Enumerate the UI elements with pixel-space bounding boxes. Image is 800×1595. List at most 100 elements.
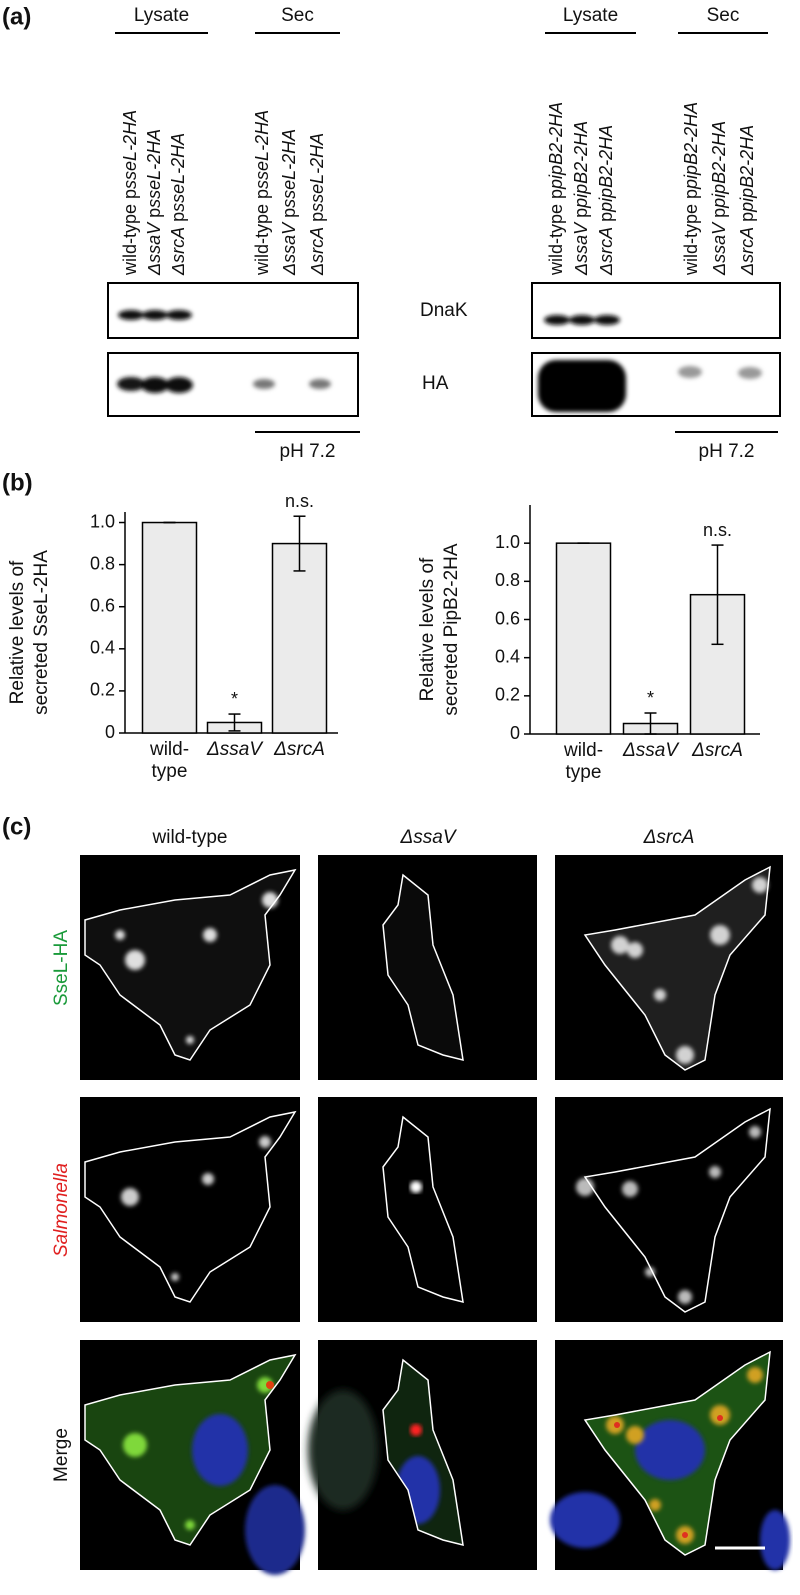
panel-label: (c) <box>2 813 31 840</box>
lane-label: ΔssaV psseL-2HA <box>144 129 164 276</box>
micrograph <box>555 855 783 1080</box>
micrograph <box>80 1340 305 1575</box>
row-label: SseL-HA <box>51 930 72 1006</box>
lane-gene: pipB2-2HA <box>596 125 616 213</box>
micrograph <box>80 1097 300 1322</box>
panel-label: (b) <box>2 469 33 496</box>
row-label: Merge <box>51 1428 72 1482</box>
blot-band <box>117 310 762 412</box>
x-tick-label: wild-type <box>149 739 190 782</box>
lane-strain: ΔssaV <box>144 221 164 276</box>
blot-band <box>118 310 144 320</box>
bar <box>271 542 328 734</box>
lane-prefix: p <box>681 189 701 199</box>
lane-gene: sseL-2HA <box>144 129 164 208</box>
micrograph <box>202 1173 214 1185</box>
micrograph <box>308 1390 378 1510</box>
micrograph <box>185 1520 195 1530</box>
lane-prefix: p <box>737 212 757 222</box>
micrograph <box>245 1485 305 1575</box>
annotation: * <box>647 688 654 708</box>
lane-strain: ΔssaV <box>709 221 729 276</box>
micrograph <box>171 1273 179 1281</box>
y-axis-label: secreted PipB2-2HA <box>441 543 462 715</box>
lane-strain: ΔsrcA <box>307 227 327 276</box>
group-label: Sec <box>281 5 314 26</box>
micrograph <box>635 1420 705 1480</box>
group-label: Lysate <box>134 5 189 26</box>
lane-gene: sseL-2HA <box>279 129 299 208</box>
micrograph <box>318 1097 537 1322</box>
row-label: DnaK <box>420 300 468 321</box>
lane-prefix: p <box>279 208 299 218</box>
bar <box>141 521 198 734</box>
lane-gene: sseL-2HA <box>120 110 140 189</box>
lane-gene: pipB2-2HA <box>737 125 757 213</box>
micrograph <box>749 1126 761 1138</box>
lane-label: ΔsrcA psseL-2HA <box>168 133 188 276</box>
micrograph <box>80 855 300 1080</box>
annotation: n.s. <box>285 491 314 511</box>
y-tick-label: 0.4 <box>495 646 520 666</box>
micrograph <box>308 1340 537 1570</box>
lane-gene: sseL-2HA <box>307 133 327 212</box>
condition-label: pH 7.2 <box>699 441 755 462</box>
y-tick-label: 0 <box>105 722 115 742</box>
blot-band <box>538 360 626 412</box>
micrograph <box>80 1097 300 1322</box>
micrograph <box>678 1290 692 1304</box>
y-axis-label: Relative levels of <box>417 557 438 701</box>
micrograph <box>747 1367 763 1383</box>
lane-prefix: p <box>709 208 729 218</box>
lane-prefix: p <box>252 189 272 199</box>
lane-gene: sseL-2HA <box>252 110 272 189</box>
micrograph <box>555 1097 783 1322</box>
blot-band <box>253 379 275 389</box>
micrograph <box>555 1097 783 1322</box>
micrograph <box>717 1415 723 1421</box>
lane-strain: ΔsrcA <box>596 227 616 276</box>
lane-label: ΔsrcA psseL-2HA <box>307 133 327 276</box>
micrograph <box>259 1136 271 1148</box>
micrograph <box>121 1136 271 1281</box>
blot-band <box>678 366 702 378</box>
y-tick-label: 1.0 <box>90 511 115 531</box>
row-label: HA <box>422 373 449 394</box>
y-tick-label: 0.8 <box>495 570 520 590</box>
lane-strain: wild-type <box>252 204 272 276</box>
micrograph <box>318 1097 537 1322</box>
blot-band <box>594 315 620 325</box>
micrograph <box>709 1166 721 1178</box>
micrograph <box>257 1377 273 1393</box>
micrograph <box>614 1415 723 1538</box>
lane-prefix: p <box>168 212 188 222</box>
micrograph <box>645 1267 655 1277</box>
blot-band <box>142 310 168 320</box>
lane-label: ΔssaV psseL-2HA <box>279 129 299 276</box>
micrograph <box>318 855 537 1080</box>
y-tick-label: 0.4 <box>90 638 115 658</box>
micrograph <box>626 1426 644 1444</box>
lane-label: ΔsrcA ppipB2-2HA <box>737 125 757 276</box>
lane-label: wild-type ppipB2-2HA <box>546 102 566 276</box>
y-tick-label: 0.2 <box>495 685 520 705</box>
micrograph <box>576 1126 761 1304</box>
lane-strain: ΔsrcA <box>168 227 188 276</box>
micrograph <box>266 1381 274 1389</box>
micrograph <box>550 1492 620 1548</box>
lane-label: ΔssaV ppipB2-2HA <box>571 121 591 276</box>
lane-label: wild-type psseL-2HA <box>252 110 272 276</box>
micrograph <box>192 1414 248 1486</box>
lane-strain: wild-type <box>120 204 140 276</box>
y-tick-label: 0.6 <box>495 608 520 628</box>
lane-gene: sseL-2HA <box>168 133 188 212</box>
micrograph <box>410 1181 422 1193</box>
y-tick-label: 0 <box>510 723 520 743</box>
column-label: ΔsrcA <box>643 827 695 848</box>
lane-strain: wild-type <box>681 204 701 276</box>
micrograph <box>649 1499 661 1511</box>
lane-label: ΔssaV ppipB2-2HA <box>709 121 729 276</box>
lane-prefix: p <box>596 212 616 222</box>
blot-band <box>117 377 145 391</box>
y-tick-label: 0.6 <box>90 595 115 615</box>
